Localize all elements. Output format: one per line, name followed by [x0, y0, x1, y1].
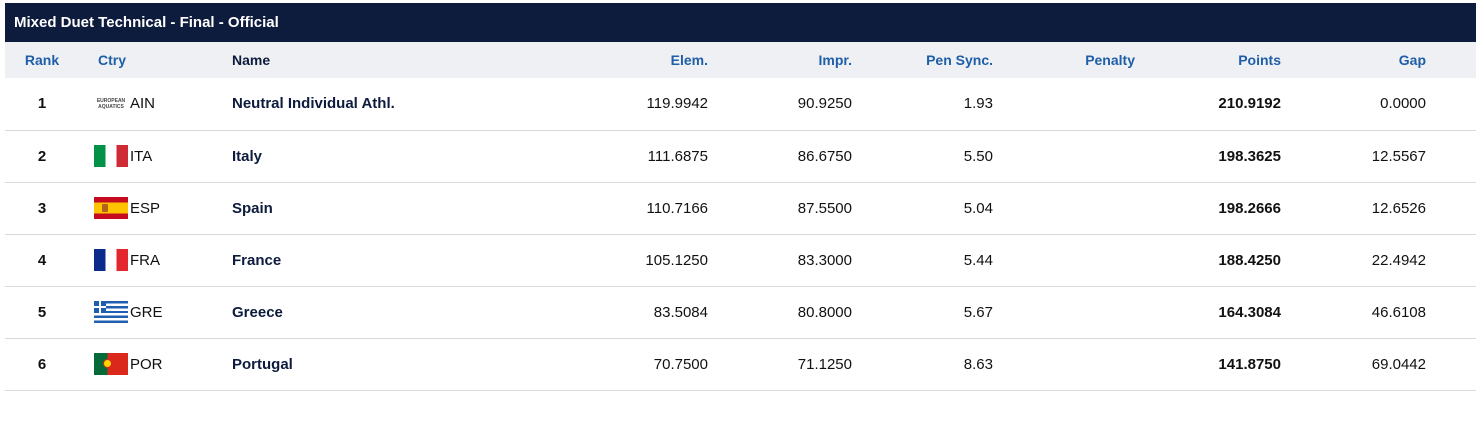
points-cell: 198.2666: [1218, 199, 1281, 217]
rank-cell: 6: [37, 355, 47, 373]
penalty-cell: [993, 130, 1135, 182]
penalty-cell: [993, 286, 1135, 338]
gap-cell: 12.5567: [1371, 147, 1426, 165]
col-header-elem[interactable]: Elem.: [670, 52, 708, 68]
impr-cell: 90.9250: [797, 95, 852, 113]
spain-flag-icon: [94, 197, 128, 219]
col-header-rank[interactable]: Rank: [24, 52, 60, 68]
rank-cell: 1: [37, 95, 47, 113]
ctry-cell: ITA: [79, 130, 232, 182]
ctry-code: GRE: [130, 303, 163, 321]
spacer-cell: [1426, 338, 1476, 390]
table-row[interactable]: 1 EUROPEAN AQUATICS AIN Neutral Individua…: [5, 78, 1476, 130]
athlete-name[interactable]: France: [232, 251, 282, 269]
pen-sync-cell: 1.93: [963, 95, 993, 113]
results-table: Rank Ctry Name Elem. Impr. Pen Sync. Pen…: [5, 42, 1476, 391]
col-header-name[interactable]: Name: [232, 52, 271, 68]
rank-cell: 5: [37, 303, 47, 321]
impr-cell: 80.8000: [797, 303, 852, 321]
table-row[interactable]: 5 GRE Greece 83.5084 80.8000 5.67 164.30…: [5, 286, 1476, 338]
athlete-name[interactable]: Portugal: [232, 355, 293, 373]
rank-cell: 2: [37, 147, 47, 165]
pen-sync-cell: 5.04: [963, 199, 993, 217]
table-row[interactable]: 4 FRA France 105.1250 83.3000 5.44 188.4…: [5, 234, 1476, 286]
gap-cell: 69.0442: [1371, 355, 1426, 373]
col-header-gap[interactable]: Gap: [1398, 52, 1426, 68]
ctry-code: FRA: [130, 251, 160, 269]
athlete-name[interactable]: Italy: [232, 147, 263, 165]
col-header-points[interactable]: Points: [1238, 52, 1281, 68]
gap-cell: 0.0000: [1380, 95, 1426, 113]
gap-cell: 12.6526: [1371, 199, 1426, 217]
pen-sync-cell: 5.67: [963, 303, 993, 321]
spacer-cell: [1426, 234, 1476, 286]
penalty-cell: [993, 182, 1135, 234]
penalty-cell: [993, 234, 1135, 286]
france-flag-icon: [94, 249, 128, 271]
elem-cell: 105.1250: [645, 251, 708, 269]
pen-sync-cell: 5.50: [963, 147, 993, 165]
points-cell: 164.3084: [1218, 303, 1281, 321]
gap-cell: 46.6108: [1371, 303, 1426, 321]
pen-sync-cell: 8.63: [963, 355, 993, 373]
ctry-code: POR: [130, 355, 163, 373]
table-row[interactable]: 6 POR Portugal 70.7500 71.1250 8.63 141.…: [5, 338, 1476, 390]
european-aquatics-flag-icon: EUROPEAN AQUATICS: [96, 97, 126, 110]
ctry-cell: POR: [79, 338, 232, 390]
ctry-cell: EUROPEAN AQUATICS AIN: [79, 78, 232, 130]
spacer-cell: [1426, 182, 1476, 234]
penalty-cell: [993, 338, 1135, 390]
spacer-cell: [1426, 286, 1476, 338]
elem-cell: 111.6875: [647, 147, 708, 165]
ctry-code: ITA: [130, 147, 153, 165]
elem-cell: 110.7166: [646, 199, 708, 217]
table-row[interactable]: 3 ESP Spain 110.7166 87.5500 5.04 198.26…: [5, 182, 1476, 234]
points-cell: 198.3625: [1218, 147, 1281, 165]
col-header-ctry[interactable]: Ctry: [98, 52, 127, 68]
elem-cell: 83.5084: [653, 303, 708, 321]
greece-flag-icon: [94, 301, 128, 323]
ctry-cell: ESP: [79, 182, 232, 234]
ctry-cell: GRE: [79, 286, 232, 338]
impr-cell: 71.1250: [797, 355, 852, 373]
ctry-code: AIN: [130, 95, 156, 113]
header-row: Rank Ctry Name Elem. Impr. Pen Sync. Pen…: [5, 42, 1476, 78]
col-header-impr[interactable]: Impr.: [818, 52, 852, 68]
col-header-spacer: [1426, 42, 1476, 78]
results-body: 1 EUROPEAN AQUATICS AIN Neutral Individua…: [5, 78, 1476, 390]
gap-cell: 22.4942: [1371, 251, 1426, 269]
athlete-name[interactable]: Spain: [232, 199, 273, 217]
impr-cell: 83.3000: [797, 251, 852, 269]
athlete-name[interactable]: Neutral Individual Athl.: [232, 95, 395, 113]
ctry-cell: FRA: [79, 234, 232, 286]
impr-cell: 87.5500: [797, 199, 852, 217]
impr-cell: 86.6750: [797, 147, 852, 165]
portugal-flag-icon: [94, 353, 128, 375]
rank-cell: 3: [37, 199, 47, 217]
ctry-code: ESP: [130, 199, 161, 217]
col-header-pen-sync[interactable]: Pen Sync.: [926, 52, 993, 68]
spacer-cell: [1426, 130, 1476, 182]
table-row[interactable]: 2 ITA Italy 111.6875 86.6750 5.50 198.36…: [5, 130, 1476, 182]
points-cell: 188.4250: [1218, 251, 1281, 269]
elem-cell: 70.7500: [653, 355, 708, 373]
pen-sync-cell: 5.44: [963, 251, 993, 269]
spacer-cell: [1426, 78, 1476, 130]
points-cell: 141.8750: [1218, 355, 1281, 373]
col-header-penalty[interactable]: Penalty: [1085, 52, 1135, 68]
results-title: Mixed Duet Technical - Final - Official: [5, 3, 1476, 42]
penalty-cell: [993, 78, 1135, 130]
rank-cell: 4: [37, 251, 47, 269]
athlete-name[interactable]: Greece: [232, 303, 283, 321]
results-panel: Mixed Duet Technical - Final - Official …: [5, 3, 1476, 391]
italy-flag-icon: [94, 145, 128, 167]
points-cell: 210.9192: [1218, 95, 1281, 113]
elem-cell: 119.9942: [646, 95, 708, 113]
